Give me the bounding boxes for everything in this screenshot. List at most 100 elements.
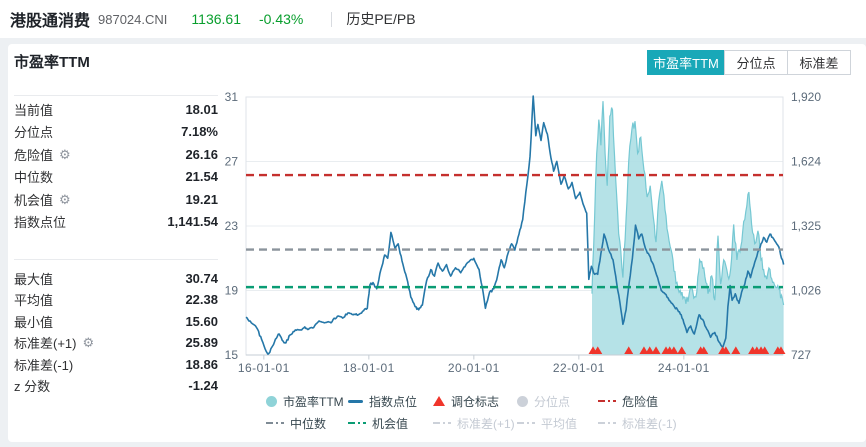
stats-divider [14, 95, 218, 96]
tab-quantile[interactable]: 分位点 [724, 50, 788, 75]
stat-value: 25.89 [185, 335, 218, 350]
header-bar: 港股通消费 987024.CNI 1136.61 -0.43% 历史PE/PB [0, 0, 866, 38]
legend-label: 危险值 [622, 394, 659, 409]
y-axis-right-label: 1,325 [791, 219, 821, 233]
rebalance-triangle [624, 346, 634, 354]
legend-label: 标准差(-1) [622, 416, 677, 431]
stat-row: 机会值 ⚙ 19.21 [14, 189, 218, 209]
pe-ttm-area [592, 101, 784, 355]
stat-label: 标准差(-1) [14, 357, 74, 373]
section-title: 市盈率TTM [14, 54, 90, 71]
quantile-marker-icon [517, 395, 528, 407]
y-axis-right-label: 727 [791, 348, 811, 362]
tab-stddev[interactable]: 标准差 [787, 50, 851, 75]
legend-label: 中位数 [290, 416, 327, 431]
gear-icon[interactable]: ⚙ [59, 146, 71, 162]
rebalance-triangle [677, 346, 687, 354]
stat-row: 最小值 15.60 [14, 311, 218, 331]
pe-ttm-marker-icon [266, 395, 277, 407]
rebalance-triangle [776, 346, 786, 354]
legend-item-median[interactable]: 中位数 [266, 415, 326, 431]
rebalance-flag-marker-icon [433, 396, 445, 406]
x-axis-label: 18-01-01 [343, 361, 395, 375]
pe-chart-canvas[interactable]: 15 19 23 27 31 727 1,026 1,325 1,624 1,920 16-01-0… [220, 80, 866, 380]
stat-row: 中位数 21.54 [14, 167, 218, 187]
x-axis-label: 22-01-01 [553, 361, 605, 375]
legend-item-quantile[interactable]: 分位点 [517, 393, 570, 409]
legend-item-stddev-minus1[interactable]: 标准差(-1) [598, 415, 677, 431]
stat-value: 7.18% [181, 124, 218, 139]
stat-value: 21.54 [185, 169, 218, 184]
x-axis-label: 16-01-01 [238, 361, 290, 375]
stat-row: 指数点位 1,141.54 [14, 212, 218, 232]
y-axis-left-label: 23 [225, 219, 239, 233]
x-axis-label: 24-01-01 [658, 361, 710, 375]
stat-label: 平均值 [14, 293, 54, 308]
legend-item-stddev-plus1[interactable]: 标准差(+1) [433, 415, 515, 431]
legend-item-average[interactable]: 平均值 [517, 415, 577, 431]
stat-label: z 分数 [14, 379, 51, 394]
x-axis-label: 20-01-01 [448, 361, 500, 375]
stat-label: 中位数 [14, 170, 54, 185]
rebalance-triangle [721, 346, 731, 354]
legend-label: 平均值 [541, 416, 578, 431]
average-marker-icon [517, 422, 535, 424]
stat-row: 平均值 22.38 [14, 290, 218, 310]
legend-label: 机会值 [372, 416, 409, 431]
gear-icon[interactable]: ⚙ [82, 335, 95, 350]
legend-item-rebalance-flag[interactable]: 调仓标志 [433, 393, 499, 409]
stat-value: 26.16 [185, 146, 218, 162]
legend-label: 标准差(+1) [457, 416, 515, 431]
rebalance-triangle [699, 346, 709, 354]
legend-item-opportunity-value[interactable]: 机会值 [348, 415, 408, 431]
stat-label: 标准差(+1) [14, 336, 77, 351]
y-axis-left-label: 15 [225, 348, 239, 362]
stat-label: 最大值 [14, 271, 54, 287]
y-axis-left-label: 27 [225, 155, 239, 169]
rebalance-triangle [645, 346, 655, 354]
index-points-marker-icon [348, 399, 363, 403]
stat-label: 危险值 [14, 147, 54, 163]
stat-value: 30.74 [185, 270, 218, 286]
stat-row: 危险值 ⚙ 26.16 [14, 144, 218, 164]
stat-value: 18.86 [185, 356, 218, 372]
legend-label: 调仓标志 [451, 394, 500, 409]
median-marker-icon [266, 422, 284, 424]
stat-row: 分位点 7.18% [14, 122, 218, 142]
stats-divider [14, 259, 218, 260]
index-name: 港股通消费 [10, 13, 91, 30]
menu-history-pepb: 历史PE/PB [346, 11, 416, 27]
y-axis-right-label: 1,026 [791, 284, 821, 298]
tab-pe-ttm[interactable]: 市盈率TTM [647, 50, 725, 75]
rebalance-triangle [760, 346, 770, 354]
stat-value: 15.60 [185, 313, 218, 329]
index-price: 1136.61 [191, 11, 241, 27]
y-axis-left-label: 19 [225, 284, 239, 298]
danger-value-marker-icon [598, 400, 616, 402]
gear-icon[interactable]: ⚙ [59, 191, 71, 207]
rebalance-triangle [593, 346, 603, 354]
legend-label: 市盈率TTM [283, 394, 344, 409]
y-axis-left-label: 31 [225, 90, 239, 104]
legend-item-pe-ttm[interactable]: 市盈率TTM [266, 393, 344, 409]
header-divider [331, 11, 333, 27]
rebalance-triangle [669, 346, 679, 354]
stat-row: z 分数 -1.24 [14, 376, 218, 396]
stddev-plus1-marker-icon [433, 422, 451, 424]
y-axis-right-label: 1,624 [791, 155, 821, 169]
stat-value: 18.01 [185, 101, 218, 117]
stat-value: 19.21 [185, 191, 218, 207]
stat-label: 指数点位 [14, 215, 67, 230]
rebalance-triangle [731, 346, 741, 354]
stat-label: 当前值 [14, 102, 54, 118]
index-points-line [245, 95, 785, 355]
stddev-minus1-marker-icon [598, 422, 616, 424]
index-change: -0.43% [258, 11, 304, 27]
legend-item-danger-value[interactable]: 危险值 [598, 393, 658, 409]
legend-item-index-points[interactable]: 指数点位 [348, 393, 417, 409]
stat-value: 1,141.54 [167, 214, 218, 229]
y-axis-right-label: 1,920 [791, 90, 821, 104]
stat-row: 标准差(-1) 18.86 [14, 354, 218, 374]
stat-row: 标准差(+1) ⚙ 25.89 [14, 333, 218, 353]
